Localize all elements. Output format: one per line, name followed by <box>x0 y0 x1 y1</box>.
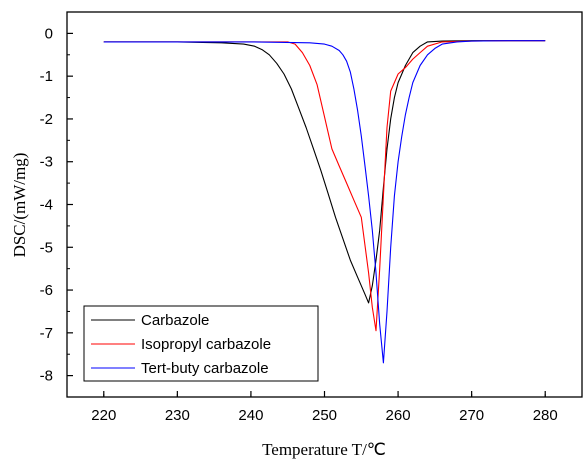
x-tick-label-270: 270 <box>459 407 484 424</box>
series-line-isopropyl-carbazole <box>103 40 546 332</box>
legend-label-carbazole: Carbazole <box>141 312 209 329</box>
x-tick-label-250: 250 <box>312 407 337 424</box>
y-tick-label--6: -6 <box>40 282 53 299</box>
axis-ticks: 220 230 240 250 260 270 280 0 -1 -2 -3 -4 -5 -6 -7 -8 <box>40 11 558 424</box>
x-tick-label-240: 240 <box>238 407 263 424</box>
legend: Carbazole Isopropyl carbazole Tert-buty … <box>83 305 319 382</box>
y-tick-label--4: -4 <box>40 197 53 214</box>
legend-label-isopropyl-carbazole: Isopropyl carbazole <box>141 336 271 353</box>
series-line-carbazole <box>103 40 546 304</box>
x-tick-label-280: 280 <box>533 407 558 424</box>
legend-label-tert-buty-carbazole: Tert-buty carbazole <box>141 360 269 377</box>
y-tick-label--5: -5 <box>40 239 53 256</box>
x-axis-title: Temperature T/℃ <box>262 440 386 459</box>
y-tick-label--3: -3 <box>40 154 53 171</box>
series-line-tert-buty-carbazole <box>103 40 546 364</box>
y-tick-label--1: -1 <box>40 68 53 85</box>
y-axis-title: DSC/(mW/mg) <box>10 153 29 258</box>
y-tick-label-0: 0 <box>45 25 53 42</box>
y-tick-label--7: -7 <box>40 325 53 342</box>
y-tick-label--2: -2 <box>40 111 53 128</box>
y-tick-label--8: -8 <box>40 368 53 385</box>
x-tick-label-260: 260 <box>386 407 411 424</box>
series-lines <box>103 40 546 364</box>
x-tick-label-230: 230 <box>165 407 190 424</box>
x-tick-label-220: 220 <box>91 407 116 424</box>
